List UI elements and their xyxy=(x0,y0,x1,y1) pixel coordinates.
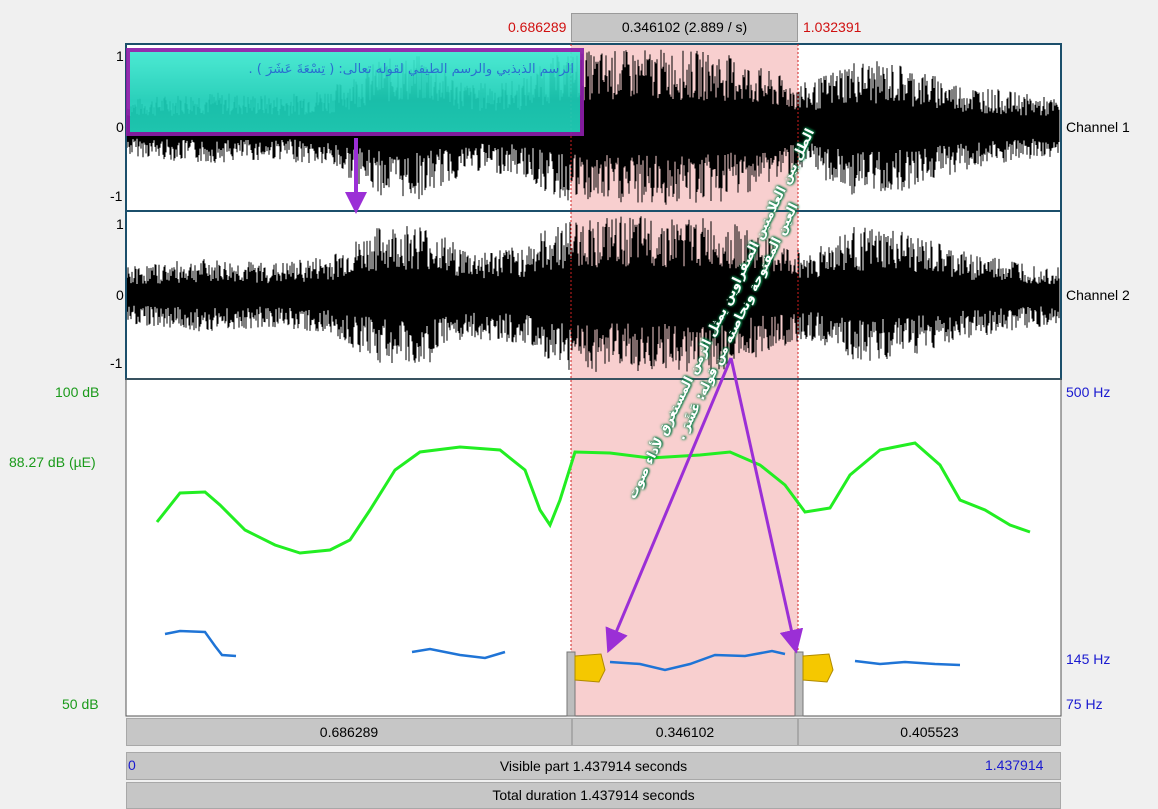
pitch-segment xyxy=(609,649,786,672)
channel-1-zero-label: 0 xyxy=(116,119,124,135)
selection-end-label: 1.032391 xyxy=(803,19,862,35)
yellow-flag-icon xyxy=(566,651,606,717)
total-duration-bar[interactable]: Total duration 1.437914 seconds xyxy=(126,782,1061,809)
channel-2-max-label: 1 xyxy=(116,216,124,232)
annotation-top-text: الرسم الذبذبي والرسم الطيفي لقوله تعالى:… xyxy=(248,62,574,77)
channel-2-min-label: -1 xyxy=(110,355,123,371)
intensity-bottom-label: 50 dB xyxy=(62,696,99,712)
intensity-cursor-label: 88.27 dB (µE) xyxy=(9,454,96,470)
pitch-curve xyxy=(164,629,961,672)
channel-2-name[interactable]: Channel 2 xyxy=(1066,287,1130,303)
annotation-callout xyxy=(126,48,584,136)
intensity-curve xyxy=(155,441,1031,555)
visible-end-label: 1.437914 xyxy=(985,757,1044,773)
intensity-top-label: 100 dB xyxy=(55,384,100,400)
selection-start-label: 0.686289 xyxy=(508,19,567,35)
channel-1-name[interactable]: Channel 1 xyxy=(1066,119,1130,135)
analysis-frame xyxy=(125,378,1062,717)
channel-1-max-label: 1 xyxy=(116,48,124,64)
pitch-segment xyxy=(164,629,237,658)
channel-2-zero-label: 0 xyxy=(116,287,124,303)
pitch-segment xyxy=(854,659,961,667)
segment-before-selection[interactable]: 0.686289 xyxy=(126,718,572,746)
visible-part-bar[interactable]: Visible part 1.437914 seconds xyxy=(126,752,1061,780)
down-arrow-icon xyxy=(345,192,367,214)
segment-selection[interactable]: 0.346102 xyxy=(572,718,798,746)
segment-after-selection[interactable]: 0.405523 xyxy=(798,718,1061,746)
visible-start-label: 0 xyxy=(128,757,136,773)
channel-1-min-label: -1 xyxy=(110,188,123,204)
total-duration-label: Total duration 1.437914 seconds xyxy=(492,787,695,803)
pitch-segment xyxy=(411,647,506,660)
pitch-mid-label: 145 Hz xyxy=(1066,651,1111,667)
visible-part-label: Visible part 1.437914 seconds xyxy=(499,758,688,774)
down-arrow-icon xyxy=(605,357,733,654)
down-arrow-icon xyxy=(729,357,804,654)
selection-duration-box[interactable]: 0.346102 (2.889 / s) xyxy=(571,13,798,42)
pitch-top-label: 500 Hz xyxy=(1066,384,1111,400)
pitch-bottom-label: 75 Hz xyxy=(1066,696,1103,712)
